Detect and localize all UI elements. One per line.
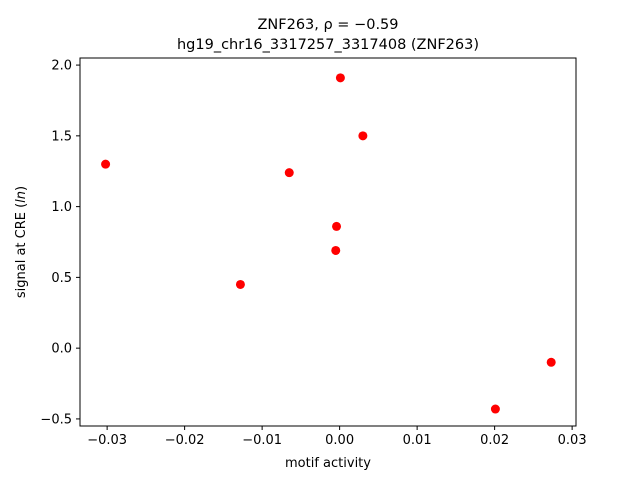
x-tick-label: −0.03 <box>87 433 127 448</box>
plot-frame <box>79 57 577 427</box>
x-tick-label: 0.02 <box>480 433 509 448</box>
x-tick-label: 0.03 <box>558 433 587 448</box>
y-axis-ticks: −0.5 0.0 0.5 1.0 1.5 2.0 <box>40 59 80 427</box>
y-tick-label: 0.0 <box>51 342 72 357</box>
x-axis-ticks: −0.03 −0.02 −0.01 0.00 0.01 0.02 0.03 <box>87 426 587 448</box>
data-points <box>101 73 556 414</box>
data-point <box>335 73 345 83</box>
y-tick-label: 0.5 <box>51 271 72 286</box>
y-axis-label: signal at CRE (ln) <box>14 186 29 298</box>
chart-title-line1: ZNF263, ρ = −0.59 <box>257 17 398 33</box>
data-point <box>546 357 556 367</box>
data-point <box>358 131 368 141</box>
y-tick-label: 2.0 <box>51 59 72 74</box>
x-tick-label: 0.01 <box>403 433 432 448</box>
data-point <box>284 168 294 178</box>
y-tick-label: 1.0 <box>51 200 72 215</box>
data-point <box>490 404 500 414</box>
x-tick-label: −0.02 <box>165 433 205 448</box>
data-point <box>235 279 245 289</box>
data-point <box>332 221 342 231</box>
x-tick-label: −0.01 <box>242 433 282 448</box>
y-tick-label: −0.5 <box>40 412 72 427</box>
x-axis-label: motif activity <box>285 456 371 471</box>
x-tick-label: 0.00 <box>325 433 354 448</box>
chart-title-line2: hg19_chr16_3317257_3317408 (ZNF263) <box>177 37 479 53</box>
y-tick-label: 1.5 <box>51 129 72 144</box>
data-point <box>331 245 341 255</box>
data-point <box>101 159 111 169</box>
